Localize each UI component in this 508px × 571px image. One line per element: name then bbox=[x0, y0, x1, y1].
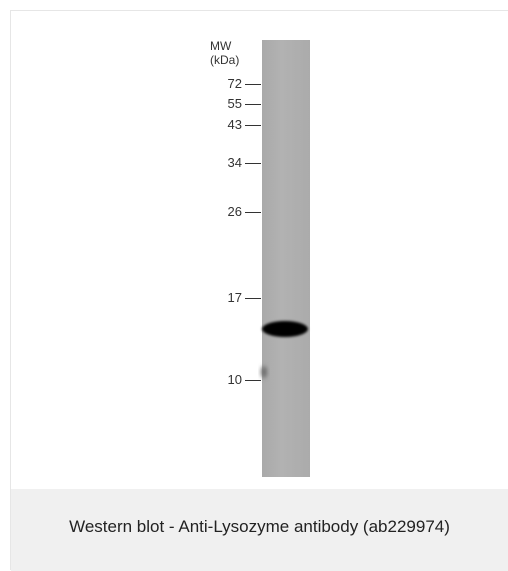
marker-72: 72 bbox=[210, 76, 261, 91]
blot-band-layer bbox=[261, 321, 308, 378]
lane-edge-smudge bbox=[261, 366, 267, 378]
marker-tick bbox=[245, 125, 261, 127]
mw-header-label: MW bbox=[210, 39, 232, 53]
marker-tick bbox=[245, 84, 261, 86]
marker-10: 10 bbox=[210, 372, 261, 387]
marker-34: 34 bbox=[210, 155, 261, 170]
marker-tick bbox=[245, 104, 261, 106]
kda-unit-label: (kDa) bbox=[210, 53, 240, 67]
marker-55: 55 bbox=[210, 96, 261, 111]
marker-tick bbox=[245, 212, 261, 214]
figure-caption: Western blot - Anti-Lysozyme antibody (a… bbox=[69, 517, 450, 536]
marker-26: 26 bbox=[210, 204, 261, 219]
marker-label: 72 bbox=[227, 76, 242, 91]
protein-band bbox=[262, 321, 308, 337]
marker-label: 34 bbox=[227, 155, 242, 170]
marker-label: 10 bbox=[227, 372, 242, 387]
western-blot-image: MW (kDa) 72 55 43 34 26 17 10 bbox=[11, 11, 508, 489]
marker-tick bbox=[245, 298, 261, 300]
image-card: MW (kDa) 72 55 43 34 26 17 10 bbox=[10, 10, 508, 571]
marker-label: 55 bbox=[227, 96, 242, 111]
marker-label: 17 bbox=[227, 290, 242, 305]
blot-lane bbox=[262, 40, 310, 477]
marker-tick bbox=[245, 380, 261, 382]
marker-label: 26 bbox=[227, 204, 242, 219]
mw-header: MW (kDa) bbox=[210, 39, 239, 67]
marker-tick bbox=[245, 163, 261, 165]
marker-label: 43 bbox=[227, 117, 242, 132]
marker-43: 43 bbox=[210, 117, 261, 132]
marker-17: 17 bbox=[210, 290, 261, 305]
caption-area: Western blot - Anti-Lysozyme antibody (a… bbox=[11, 489, 508, 571]
